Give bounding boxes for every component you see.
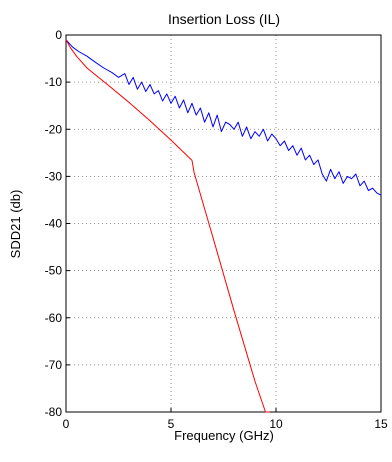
series-line-1: [65, 39, 270, 413]
plot-area: [65, 34, 382, 413]
y-tick-label: -40: [45, 217, 63, 231]
y-axis-label: SDD21 (db): [8, 190, 23, 259]
y-tick-label: 0: [55, 28, 62, 42]
x-tick-label: 15: [374, 417, 388, 431]
x-tick-label: 10: [269, 417, 283, 431]
series-line-0: [65, 39, 382, 196]
y-tick-label: -20: [45, 122, 63, 136]
y-tick-label: -10: [45, 75, 63, 89]
grid: [66, 35, 381, 412]
x-axis-label: Frequency (GHz): [174, 428, 274, 443]
series-group: [65, 39, 382, 413]
chart-title: Insertion Loss (IL): [168, 11, 280, 27]
x-tick-label: 0: [63, 417, 70, 431]
y-tick-label: -60: [45, 311, 63, 325]
ticks: 0 5 10 15 0 -10 -20 -30 -40 -50 -60 -70 -80: [45, 28, 388, 431]
y-tick-label: -50: [45, 264, 63, 278]
y-tick-label: -30: [45, 169, 63, 183]
y-tick-label: -70: [45, 358, 63, 372]
x-tick-label: 5: [168, 417, 175, 431]
y-tick-label: -80: [45, 405, 63, 419]
